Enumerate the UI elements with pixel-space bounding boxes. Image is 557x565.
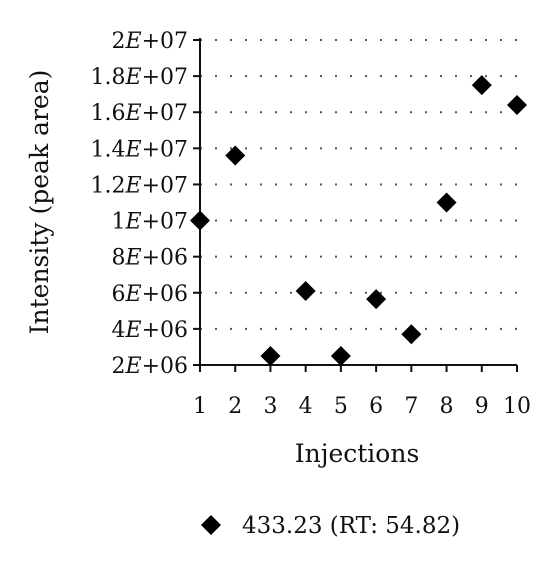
x-tick-label: 6 [369, 394, 383, 419]
axes [199, 38, 517, 366]
data-point [260, 345, 281, 366]
y-tick-label: 1.2E+07 [91, 173, 189, 198]
data-point [366, 289, 387, 310]
y-tick-label: 1.4E+07 [91, 137, 189, 162]
y-axis-label: Intensity (peak area) [25, 70, 54, 335]
x-tick-label: 4 [299, 394, 313, 419]
y-tick-label: 4E+06 [112, 318, 189, 343]
data-point [330, 345, 351, 366]
y-tick-label: 1.8E+07 [91, 65, 189, 90]
x-tick-label: 3 [263, 394, 277, 419]
y-tick-label: 6E+06 [112, 282, 189, 307]
y-tick-label: 2E+07 [112, 29, 189, 54]
data-point [295, 280, 316, 301]
grid [200, 39, 521, 330]
x-tick-label: 8 [440, 394, 454, 419]
legend-label: 433.23 (RT: 54.82) [242, 513, 460, 539]
y-tick-label: 1E+07 [112, 210, 189, 235]
x-tick-label: 10 [503, 394, 531, 419]
data-point [190, 210, 210, 231]
x-tick-label: 5 [334, 394, 348, 419]
y-tick-label: 8E+06 [112, 246, 189, 271]
x-axis-label: Injections [295, 439, 420, 468]
y-axis-ticks: 2E+06 4E+06 6E+06 8E+06 1E+07 1.2E+07 1.4E+07 1… [91, 29, 200, 379]
legend: 433.23 (RT: 54.82) [201, 513, 460, 539]
x-axis-ticks: 1 2 3 4 5 6 7 8 9 10 [193, 365, 531, 419]
data-point [507, 95, 527, 115]
x-tick-label: 2 [228, 394, 242, 419]
data-point [471, 75, 492, 96]
x-tick-label: 9 [475, 394, 489, 419]
data-point [225, 145, 246, 166]
data-points [190, 75, 527, 366]
x-tick-label: 7 [404, 394, 418, 419]
x-tick-label: 1 [193, 394, 207, 419]
data-point [401, 324, 422, 345]
data-point [436, 192, 457, 213]
legend-marker-diamond [201, 515, 221, 535]
y-tick-label: 1.6E+07 [91, 101, 189, 126]
y-tick-label: 2E+06 [112, 354, 189, 379]
